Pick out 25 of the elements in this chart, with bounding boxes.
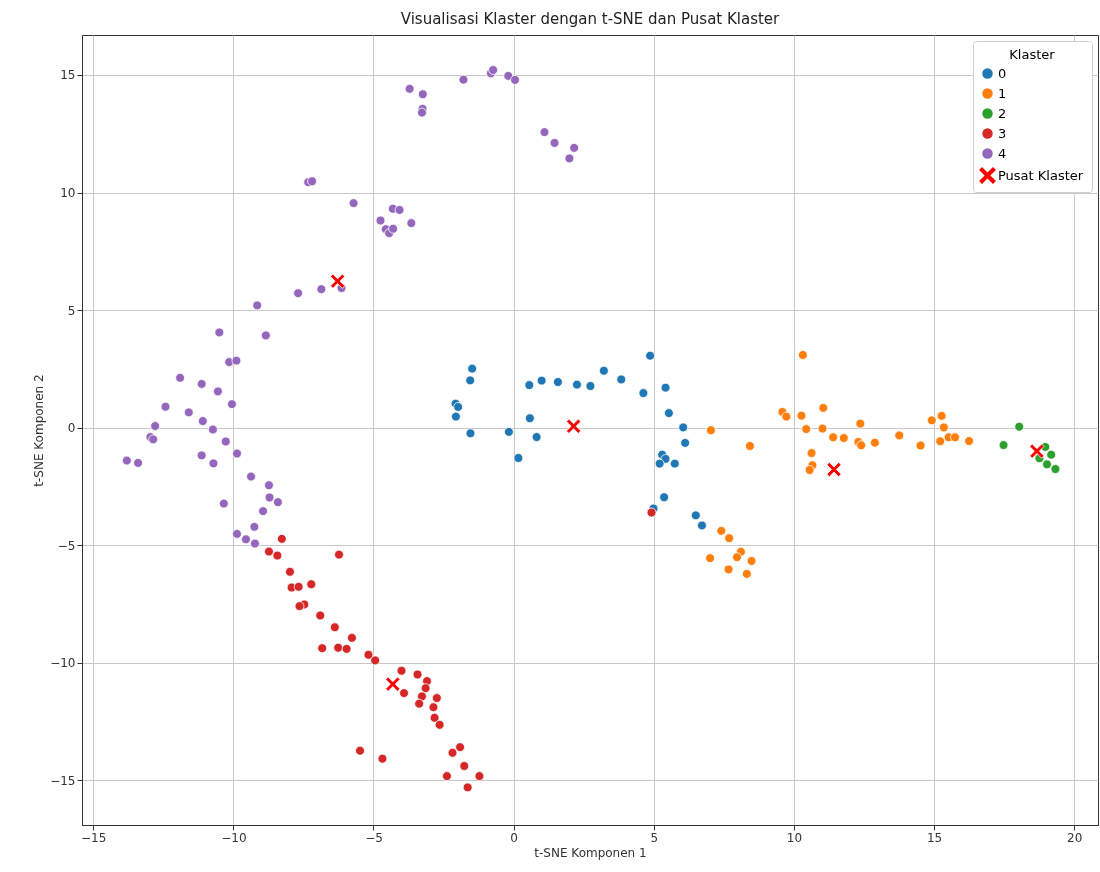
y-tick-label: 10: [60, 186, 76, 201]
legend-label: 2: [998, 105, 1007, 121]
x-tick-label: 10: [786, 830, 803, 845]
y-tick-label: 0: [67, 421, 76, 436]
legend-label: 3: [998, 125, 1007, 141]
y-tick-label: −15: [50, 773, 76, 788]
legend-label: 4: [998, 145, 1007, 161]
y-tick-label: −10: [50, 656, 76, 671]
x-tick-label: −5: [365, 830, 383, 845]
legend-label: 0: [998, 65, 1007, 81]
x-tick-label: 5: [650, 830, 659, 845]
y-tick-label: 15: [60, 68, 76, 83]
y-tick-label: 5: [67, 303, 76, 318]
y-axis-title: t-SNE Komponen 2: [32, 374, 47, 487]
y-tick-label: −5: [57, 538, 76, 553]
x-tick-label: −15: [81, 830, 107, 845]
x-tick-label: 0: [510, 830, 518, 845]
legend-label: Pusat Klaster: [998, 167, 1084, 183]
x-tick-label: −10: [221, 830, 247, 845]
chart-title: Visualisasi Klaster dengan t-SNE dan Pusat Klaster: [400, 10, 781, 28]
legend-title: Klaster: [1009, 47, 1056, 62]
x-tick-label: 20: [1067, 830, 1083, 845]
x-axis-title: t-SNE Komponen 1: [534, 845, 647, 860]
x-tick-label: 15: [926, 830, 943, 845]
legend-label: 1: [998, 85, 1007, 101]
